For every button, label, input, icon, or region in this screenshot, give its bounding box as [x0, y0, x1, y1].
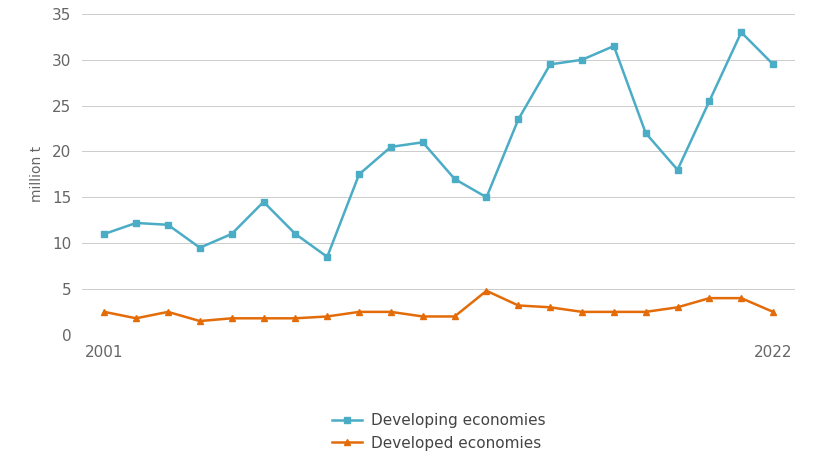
Y-axis label: million t: million t: [29, 146, 44, 202]
Developing economies: [449, 176, 459, 182]
Developed economies: [767, 309, 777, 315]
Developed economies: [704, 295, 713, 301]
Developed economies: [672, 305, 681, 310]
Developing economies: [672, 167, 681, 173]
Developing economies: [290, 231, 300, 237]
Developed economies: [322, 314, 332, 319]
Developed economies: [354, 309, 364, 315]
Developing economies: [577, 57, 586, 63]
Developing economies: [481, 194, 491, 200]
Developed economies: [735, 295, 745, 301]
Developing economies: [99, 231, 109, 237]
Developed economies: [481, 288, 491, 293]
Developing economies: [640, 130, 649, 136]
Developed economies: [131, 316, 141, 321]
Developed economies: [227, 316, 237, 321]
Developed economies: [290, 316, 300, 321]
Developed economies: [195, 318, 205, 324]
Line: Developed economies: Developed economies: [101, 288, 776, 324]
Developed economies: [449, 314, 459, 319]
Developed economies: [258, 316, 268, 321]
Developing economies: [131, 220, 141, 226]
Developed economies: [163, 309, 173, 315]
Developed economies: [545, 305, 554, 310]
Developing economies: [195, 245, 205, 251]
Legend: Developing economies, Developed economies: Developing economies, Developed economie…: [331, 413, 545, 451]
Developing economies: [258, 199, 268, 205]
Developed economies: [99, 309, 109, 315]
Developing economies: [322, 254, 332, 259]
Developing economies: [163, 222, 173, 227]
Developing economies: [513, 117, 523, 122]
Developing economies: [354, 172, 364, 177]
Developing economies: [545, 61, 554, 67]
Developing economies: [609, 43, 618, 49]
Developing economies: [227, 231, 237, 237]
Developed economies: [577, 309, 586, 315]
Developed economies: [513, 303, 523, 308]
Developed economies: [418, 314, 428, 319]
Developed economies: [386, 309, 396, 315]
Developing economies: [704, 98, 713, 104]
Developing economies: [418, 140, 428, 145]
Developed economies: [609, 309, 618, 315]
Developing economies: [386, 144, 396, 150]
Line: Developing economies: Developing economies: [101, 29, 776, 260]
Developing economies: [735, 29, 745, 35]
Developed economies: [640, 309, 649, 315]
Developing economies: [767, 61, 777, 67]
